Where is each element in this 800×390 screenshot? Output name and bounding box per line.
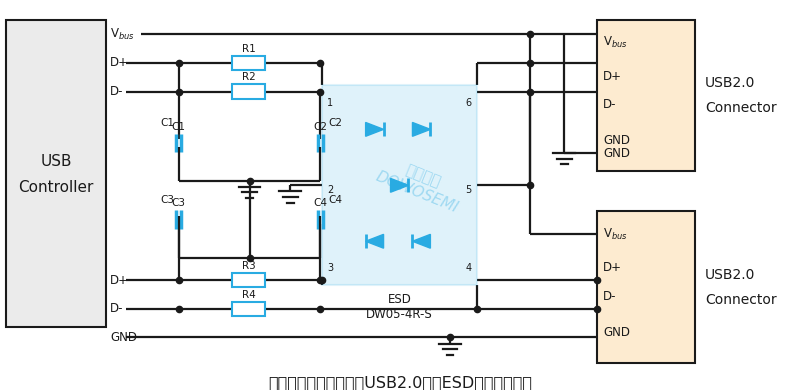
Text: C4: C4 <box>314 199 327 208</box>
Bar <box>231 84 266 99</box>
Text: 3: 3 <box>327 263 334 273</box>
Text: D-: D- <box>603 98 617 112</box>
Text: D+: D+ <box>110 57 129 69</box>
Text: R2: R2 <box>242 72 255 82</box>
Text: D+: D+ <box>603 70 622 83</box>
Polygon shape <box>413 234 430 248</box>
Text: D-: D- <box>110 302 123 315</box>
Text: GND: GND <box>603 147 630 160</box>
Text: C1: C1 <box>172 122 186 131</box>
Bar <box>231 56 266 70</box>
Bar <box>598 20 695 172</box>
Text: 汽车多媒体系统双通道USB2.0端口ESD静电保护方案: 汽车多媒体系统双通道USB2.0端口ESD静电保护方案 <box>268 376 532 390</box>
Text: D-: D- <box>110 85 123 98</box>
Text: V$_{bus}$: V$_{bus}$ <box>110 27 134 42</box>
Polygon shape <box>413 122 430 136</box>
Text: DW05-4R-S: DW05-4R-S <box>366 308 433 321</box>
Text: D+: D+ <box>110 274 129 287</box>
Text: GND: GND <box>110 331 137 344</box>
Bar <box>322 85 477 285</box>
Text: C2: C2 <box>314 122 327 131</box>
Bar <box>231 301 266 316</box>
Polygon shape <box>366 122 383 136</box>
Text: USB2.0: USB2.0 <box>705 76 755 90</box>
Polygon shape <box>390 178 409 192</box>
Bar <box>598 211 695 363</box>
Text: Connector: Connector <box>705 292 777 307</box>
Text: 6: 6 <box>466 98 472 108</box>
Text: D-: D- <box>603 290 617 303</box>
Text: 5: 5 <box>466 185 472 195</box>
Text: C4: C4 <box>328 195 342 205</box>
Text: GND: GND <box>603 134 630 147</box>
Text: R1: R1 <box>242 44 255 54</box>
Text: C3: C3 <box>161 195 175 205</box>
Text: R3: R3 <box>242 261 255 271</box>
Text: USB: USB <box>41 154 72 169</box>
Text: C2: C2 <box>328 119 342 128</box>
Polygon shape <box>366 234 383 248</box>
Text: Controller: Controller <box>18 181 94 195</box>
Text: C3: C3 <box>172 199 186 208</box>
Text: V$_{bus}$: V$_{bus}$ <box>603 35 628 50</box>
Bar <box>231 273 266 287</box>
Text: ESD: ESD <box>387 293 411 307</box>
Text: C1: C1 <box>161 119 175 128</box>
Text: V$_{bus}$: V$_{bus}$ <box>603 227 628 241</box>
Text: 2: 2 <box>327 185 334 195</box>
Text: 东欣电子
DOWOSEMI: 东欣电子 DOWOSEMI <box>373 152 466 215</box>
Text: GND: GND <box>603 326 630 339</box>
Text: D+: D+ <box>603 261 622 274</box>
Text: 1: 1 <box>327 98 334 108</box>
Bar <box>6 20 106 327</box>
Text: R4: R4 <box>242 289 255 300</box>
Text: 4: 4 <box>466 263 472 273</box>
Text: USB2.0: USB2.0 <box>705 268 755 282</box>
Text: Connector: Connector <box>705 101 777 115</box>
